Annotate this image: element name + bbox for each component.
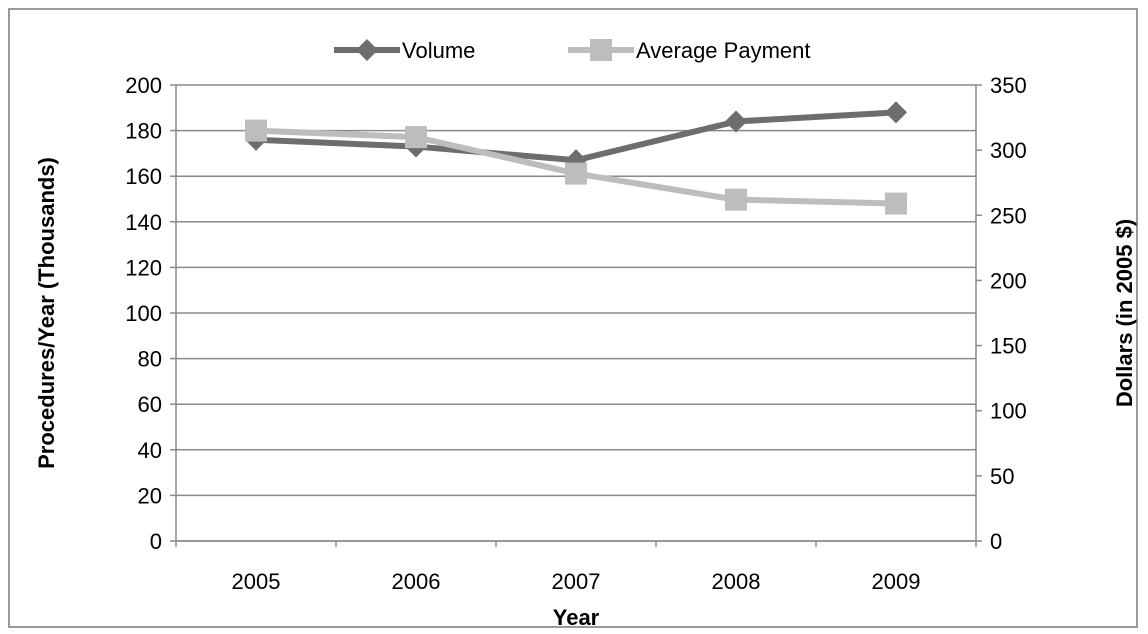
y-left-tick-label: 160 [125,164,162,189]
y-right-tick-label: 200 [990,268,1027,293]
y-left-tick-label: 40 [138,438,162,463]
volume-point [885,101,907,124]
legend-label-1: Volume [402,38,475,63]
x-axis-title: Year [553,605,600,630]
y-right-tick-label: 100 [990,399,1027,424]
y-left-tick-label: 140 [125,210,162,235]
y-left-tick-label: 200 [125,73,162,98]
y-left-tick-label: 60 [138,392,162,417]
x-tick-label: 2005 [232,569,281,594]
y-left-tick-label: 20 [138,483,162,508]
y-axis-right-title: Dollars (in 2005 $) [1112,219,1137,407]
y-right-tick-label: 0 [990,529,1002,554]
average-payment-point [885,192,907,215]
y-right-tick-label: 50 [990,464,1014,489]
average-payment-point [245,119,267,142]
legend-marker-2 [590,39,612,61]
y-right-tick-label: 350 [990,73,1027,98]
legend: Volume Average Payment [334,38,810,63]
x-tick-label: 2007 [552,569,601,594]
legend-marker-1 [356,39,378,61]
axes: 0 20 40 60 80 100 120 140 160 180 200 0 50 100 150 200 2… [125,73,1026,594]
y-axis-left-title: Procedures/Year (Thousands) [34,157,59,469]
legend-label-2: Average Payment [636,38,810,63]
y-right-tick-label: 300 [990,138,1027,163]
average-payment-point [565,162,587,185]
y-left-tick-label: 180 [125,119,162,144]
y-left-tick-label: 100 [125,301,162,326]
y-right-tick-label: 250 [990,203,1027,228]
average-payment-point [725,188,747,211]
chart-frame [8,8,1138,628]
y-left-tick-label: 0 [150,529,162,554]
y-left-tick-label: 120 [125,255,162,280]
x-tick-label: 2006 [392,569,441,594]
y-left-tick-label: 80 [138,347,162,372]
average-payment-point [405,126,427,149]
series-group [245,101,907,215]
x-tick-label: 2009 [872,569,921,594]
x-tick-label: 2008 [712,569,761,594]
y-right-tick-label: 150 [990,334,1027,359]
volume-point [725,110,747,133]
